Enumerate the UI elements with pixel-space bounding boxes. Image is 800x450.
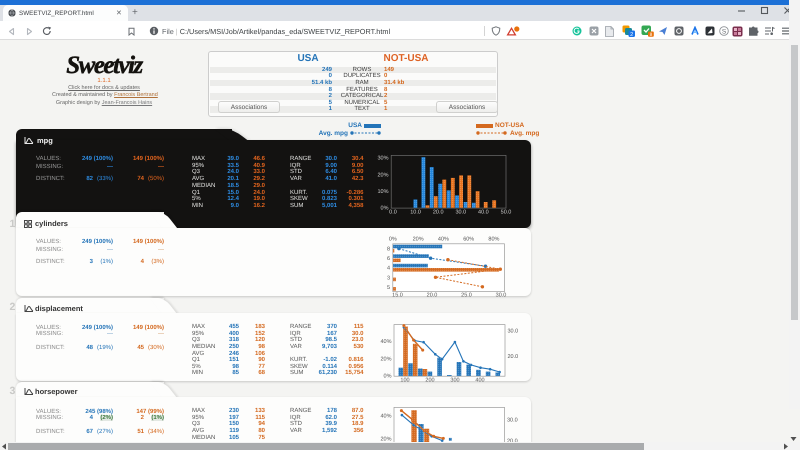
svg-text:0%: 0% bbox=[384, 374, 392, 380]
svg-text:20.0: 20.0 bbox=[433, 210, 444, 215]
svg-text:40%: 40% bbox=[380, 339, 391, 345]
svg-text:300: 300 bbox=[450, 378, 459, 383]
svg-text:3: 3 bbox=[387, 275, 390, 281]
svg-text:4: 4 bbox=[387, 266, 390, 272]
svg-text:80%: 80% bbox=[488, 237, 499, 243]
svg-text:50.0: 50.0 bbox=[501, 210, 512, 215]
svg-text:20%: 20% bbox=[413, 237, 424, 243]
svg-text:30.0: 30.0 bbox=[455, 210, 466, 215]
svg-text:0%: 0% bbox=[381, 206, 389, 212]
svg-text:10.0: 10.0 bbox=[410, 210, 421, 215]
svg-text:40%: 40% bbox=[380, 414, 391, 420]
svg-text:40.0: 40.0 bbox=[478, 210, 489, 215]
svg-text:8: 8 bbox=[650, 32, 653, 37]
svg-text:S: S bbox=[722, 28, 727, 35]
svg-text:8: 8 bbox=[387, 247, 390, 253]
svg-text:5: 5 bbox=[387, 285, 390, 291]
svg-text:200: 200 bbox=[425, 378, 434, 383]
svg-text:30%: 30% bbox=[377, 156, 388, 162]
svg-text:20.0: 20.0 bbox=[508, 354, 519, 360]
svg-text:20%: 20% bbox=[380, 356, 391, 362]
svg-text:40%: 40% bbox=[438, 237, 449, 243]
svg-text:15.0: 15.0 bbox=[392, 293, 403, 299]
svg-text:20.0: 20.0 bbox=[507, 438, 518, 442]
svg-text:60%: 60% bbox=[463, 237, 474, 243]
svg-text:0%: 0% bbox=[389, 237, 397, 243]
svg-text:6: 6 bbox=[387, 256, 390, 262]
svg-text:30.0: 30.0 bbox=[508, 328, 519, 334]
svg-text:2: 2 bbox=[630, 32, 633, 37]
svg-text:25.0: 25.0 bbox=[461, 293, 472, 299]
svg-text:20%: 20% bbox=[377, 172, 388, 178]
svg-text:100: 100 bbox=[400, 378, 409, 383]
svg-text:400: 400 bbox=[475, 378, 484, 383]
svg-text:0.0: 0.0 bbox=[389, 210, 397, 215]
svg-text:20.0: 20.0 bbox=[427, 293, 438, 299]
svg-text:10%: 10% bbox=[377, 189, 388, 195]
svg-text:30.0: 30.0 bbox=[496, 293, 507, 299]
svg-text:20%: 20% bbox=[380, 436, 391, 442]
svg-text:30.0: 30.0 bbox=[507, 418, 518, 424]
